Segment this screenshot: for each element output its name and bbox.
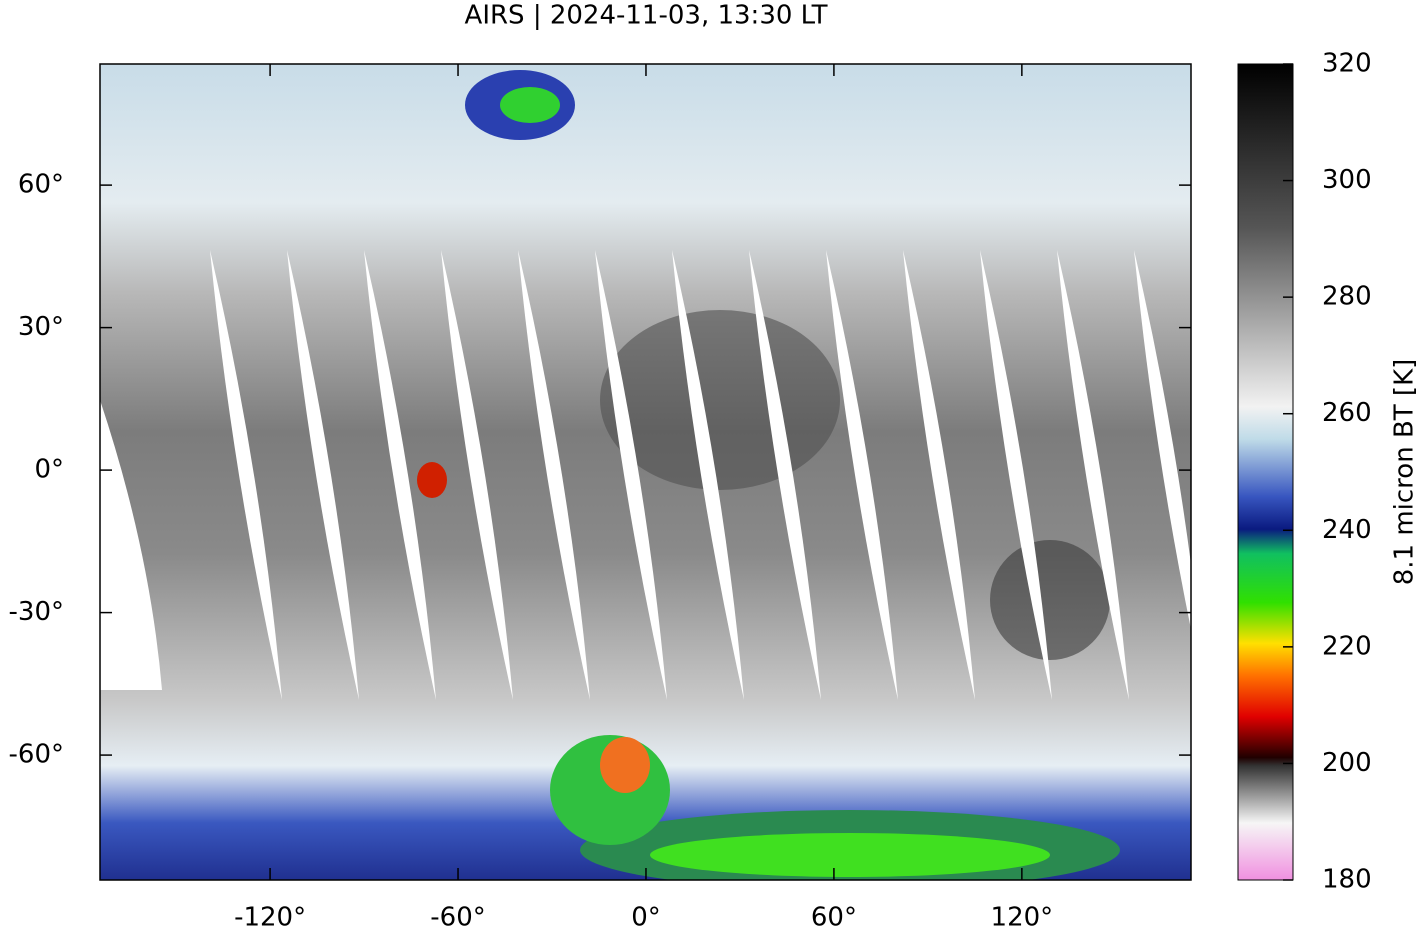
colorbar-tick-label: 180 [1322, 865, 1372, 895]
colorbar [1237, 63, 1294, 881]
colorbar-tick-label: 240 [1322, 515, 1372, 545]
x-tick-label: -60° [430, 903, 485, 931]
colorbar-tick-label: 200 [1322, 748, 1372, 778]
colorbar-tick-label: 320 [1322, 49, 1372, 79]
y-tick-label: -60° [9, 740, 64, 770]
colorbar-tick-label: 280 [1322, 282, 1372, 312]
colorbar-tick-label: 300 [1322, 165, 1372, 195]
colorbar-tick-label: 220 [1322, 631, 1372, 661]
y-tick-label: 0° [34, 455, 64, 485]
x-tick-label: -120° [234, 903, 306, 931]
satellite-image [100, 64, 1191, 880]
y-tick-label: 60° [18, 170, 64, 200]
y-tick-label: 30° [18, 312, 64, 342]
x-tick-label: 0° [631, 903, 661, 931]
x-tick-label: 120° [991, 903, 1054, 931]
y-tick-label: -30° [9, 597, 64, 627]
colorbar-tick-label: 260 [1322, 398, 1372, 428]
x-tick-label: 60° [811, 903, 857, 931]
chart-title: AIRS | 2024-11-03, 13:30 LT [465, 1, 828, 31]
colorbar-label: 8.1 micron BT [K] [1390, 359, 1420, 586]
